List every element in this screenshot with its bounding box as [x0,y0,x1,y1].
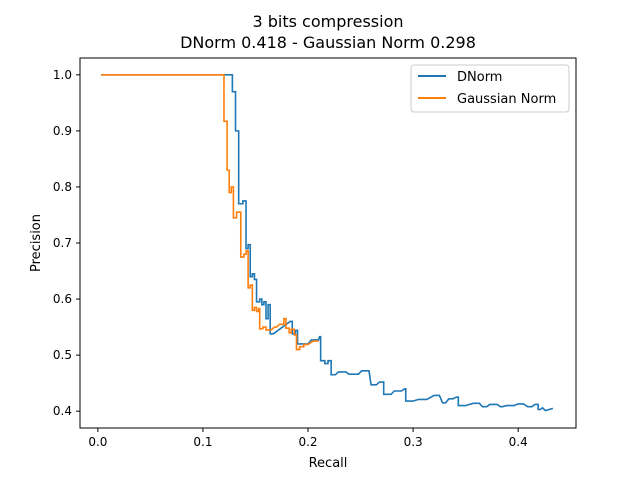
y-tick-label: 0.9 [53,124,72,138]
series-layer [101,74,554,412]
x-tick-label: 0.4 [509,435,528,449]
chart-title: 3 bits compression [252,12,403,31]
chart-subtitle: DNorm 0.418 - Gaussian Norm 0.298 [180,33,476,52]
y-axis-label: Precision [29,214,44,272]
x-tick-label: 0.0 [88,435,107,449]
y-tick-label: 0.5 [53,348,72,362]
x-tick-label: 0.2 [298,435,317,449]
legend-label-gaussian-norm: Gaussian Norm [457,92,556,107]
series-line-dnorm [101,74,554,412]
y-tick-label: 0.7 [53,236,72,250]
legend-box [410,64,570,113]
y-tick-label: 0.6 [53,292,72,306]
x-axis-ticks: 0.0 0.1 0.2 0.3 0.4 [88,428,528,449]
x-axis-label: Recall [309,456,348,471]
legend-label-dnorm: DNorm [457,70,502,85]
plot-frame [79,57,577,429]
y-tick-label: 1.0 [53,68,72,82]
y-tick-label: 0.4 [53,404,72,418]
x-tick-label: 0.3 [404,435,423,449]
x-tick-label: 0.1 [193,435,212,449]
y-axis-ticks: 0.4 0.5 0.6 0.7 0.8 0.9 1.0 [53,68,80,418]
series-line-gaussian-norm [101,74,319,351]
y-tick-label: 0.8 [53,180,72,194]
legend: DNorm Gaussian Norm [410,64,570,113]
